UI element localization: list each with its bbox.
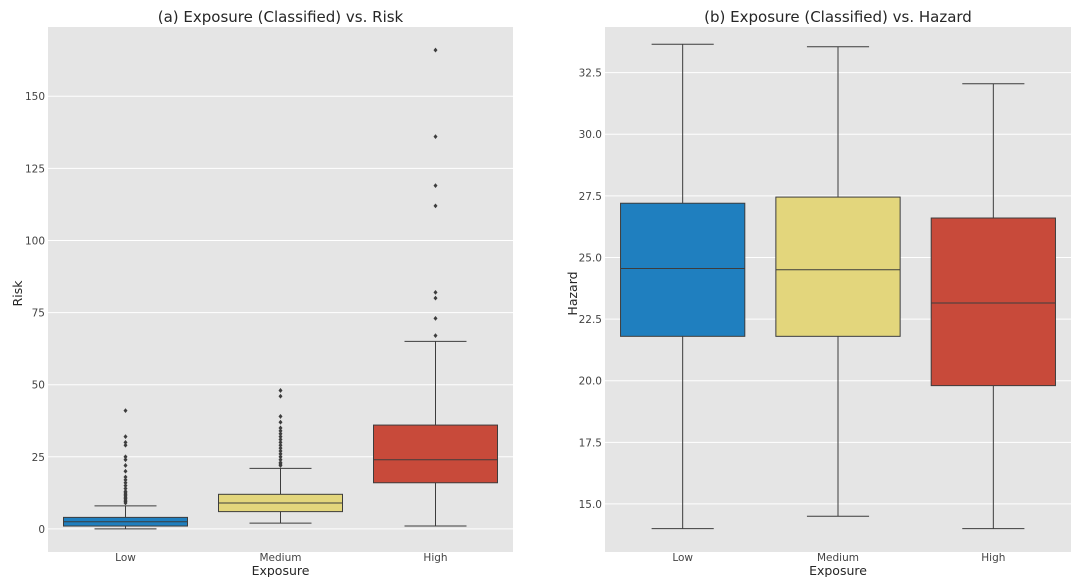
hazard-y-tick-label: 15.0 bbox=[579, 499, 602, 511]
outlier-point bbox=[433, 295, 438, 301]
outlier-point bbox=[278, 414, 283, 419]
hazard-chart-title: (b) Exposure (Classified) vs. Hazard bbox=[704, 8, 972, 26]
interquartile-box bbox=[775, 196, 901, 337]
outlier-point bbox=[123, 474, 128, 480]
risk-x-axis-label: Exposure bbox=[252, 563, 310, 577]
outlier-point bbox=[278, 451, 283, 457]
risk-y-tick-label: 150 bbox=[25, 91, 45, 103]
hazard-y-tick-label: 32.5 bbox=[579, 68, 602, 80]
outlier-point bbox=[123, 442, 128, 448]
outlier-point bbox=[123, 480, 128, 486]
hazard-box-low bbox=[620, 43, 746, 530]
risk-y-tick-label: 125 bbox=[25, 163, 45, 175]
risk-boxplot-panel: 0 25 50 75 100 125 150 Low Medium High (a) Expos… bbox=[10, 8, 513, 577]
hazard-boxes bbox=[620, 43, 1056, 530]
outlier-point bbox=[278, 442, 283, 448]
outlier-point bbox=[123, 483, 128, 489]
outlier-point bbox=[278, 457, 283, 463]
risk-boxes bbox=[63, 47, 498, 530]
outlier-point bbox=[123, 434, 128, 440]
outlier-point bbox=[278, 425, 283, 431]
hazard-y-ticks: 15.0 17.5 20.0 22.5 25.0 27.5 30.0 32.5 bbox=[579, 68, 602, 511]
outlier-point bbox=[278, 419, 283, 425]
hazard-x-ticks: Low Medium High bbox=[672, 552, 1005, 564]
outlier-point bbox=[433, 203, 438, 209]
outlier-point bbox=[278, 437, 283, 442]
risk-chart-title: (a) Exposure (Classified) vs. Risk bbox=[158, 8, 404, 26]
interquartile-box bbox=[373, 424, 498, 484]
risk-box-high bbox=[373, 47, 498, 527]
risk-y-tick-label: 75 bbox=[32, 308, 45, 320]
interquartile-box bbox=[620, 202, 746, 337]
hazard-box-high bbox=[930, 83, 1056, 530]
outlier-point bbox=[123, 408, 128, 414]
hazard-x-axis-label: Exposure bbox=[809, 563, 867, 577]
outlier-point bbox=[278, 448, 283, 454]
hazard-y-axis-label: Hazard bbox=[565, 271, 580, 315]
hazard-x-tick-label: High bbox=[981, 552, 1005, 564]
risk-y-axis-label: Risk bbox=[10, 280, 25, 307]
outlier-point bbox=[123, 477, 128, 483]
outlier-point bbox=[278, 393, 283, 399]
outlier-point bbox=[278, 388, 283, 393]
outlier-point bbox=[433, 183, 438, 189]
outlier-point bbox=[278, 439, 283, 445]
outlier-point bbox=[433, 315, 438, 321]
outlier-point bbox=[433, 134, 438, 140]
hazard-box-medium bbox=[775, 46, 901, 517]
hazard-y-tick-label: 20.0 bbox=[579, 376, 602, 388]
risk-x-ticks: Low Medium High bbox=[115, 552, 447, 564]
risk-x-tick-label: High bbox=[423, 552, 447, 564]
hazard-x-tick-label: Low bbox=[672, 552, 693, 564]
outlier-point bbox=[433, 289, 438, 295]
outlier-point bbox=[123, 457, 128, 463]
outlier-point bbox=[278, 460, 283, 465]
outlier-point bbox=[278, 428, 283, 434]
risk-box-medium bbox=[218, 388, 343, 524]
hazard-x-tick-label: Medium bbox=[817, 552, 859, 564]
interquartile-box bbox=[930, 217, 1056, 387]
outlier-point bbox=[123, 454, 128, 460]
outlier-point bbox=[278, 431, 283, 437]
risk-y-tick-label: 0 bbox=[38, 524, 45, 536]
hazard-y-tick-label: 30.0 bbox=[579, 129, 602, 141]
risk-y-tick-label: 100 bbox=[25, 235, 45, 247]
outlier-point bbox=[123, 486, 128, 491]
outlier-point bbox=[123, 439, 128, 445]
outlier-point bbox=[278, 445, 283, 451]
risk-y-ticks: 0 25 50 75 100 125 150 bbox=[25, 91, 45, 536]
risk-box-low bbox=[63, 408, 188, 530]
risk-y-tick-label: 25 bbox=[32, 452, 45, 464]
outlier-point bbox=[433, 333, 438, 339]
hazard-y-tick-label: 27.5 bbox=[579, 191, 602, 203]
outlier-point bbox=[278, 434, 283, 440]
outlier-point bbox=[123, 489, 128, 494]
risk-x-tick-label: Medium bbox=[260, 552, 302, 564]
outlier-point bbox=[123, 463, 128, 468]
hazard-y-tick-label: 25.0 bbox=[579, 252, 602, 264]
outlier-point bbox=[433, 47, 438, 53]
outlier-point bbox=[278, 454, 283, 460]
hazard-y-tick-label: 22.5 bbox=[579, 314, 602, 326]
hazard-y-tick-label: 17.5 bbox=[579, 437, 602, 449]
outlier-point bbox=[123, 468, 128, 474]
hazard-boxplot-panel: 15.0 17.5 20.0 22.5 25.0 27.5 30.0 32.5 Low Medi… bbox=[565, 8, 1071, 577]
risk-y-tick-label: 50 bbox=[32, 380, 45, 392]
risk-x-tick-label: Low bbox=[115, 552, 136, 564]
